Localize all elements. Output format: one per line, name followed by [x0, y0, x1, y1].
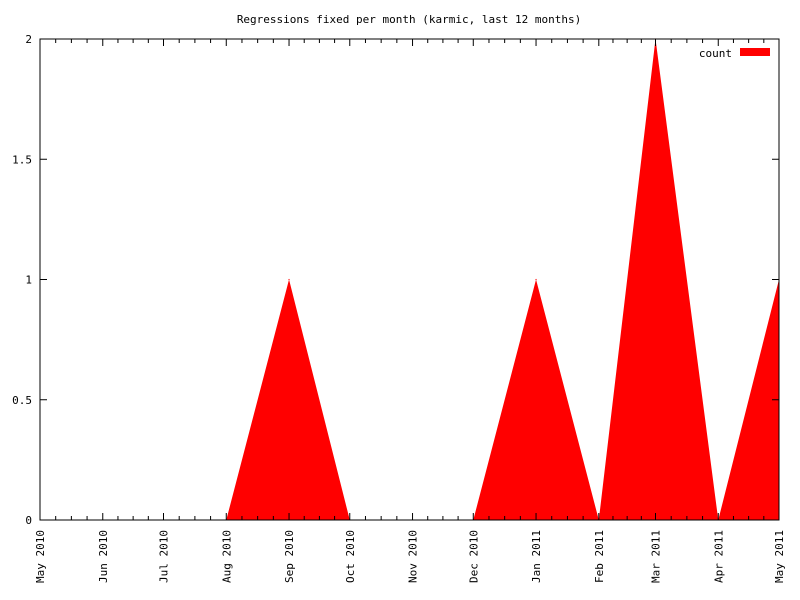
x-tick-label: Jan 2011: [530, 530, 543, 583]
x-tick-label: Jul 2010: [158, 530, 171, 583]
y-tick-label: 0: [25, 514, 32, 527]
y-tick-label: 2: [25, 33, 32, 46]
series-area-0: [40, 39, 779, 520]
x-tick-label: May 2011: [773, 530, 786, 583]
x-tick-label: Oct 2010: [344, 530, 357, 583]
x-tick-label: Jun 2010: [97, 530, 110, 583]
data-point-4: [288, 278, 290, 281]
legend-swatch: [740, 48, 770, 56]
legend: count: [699, 47, 770, 60]
x-tick-label: Feb 2011: [593, 530, 606, 583]
area-layer: [40, 38, 780, 520]
x-tick-label: Mar 2011: [649, 530, 662, 583]
x-tick-label: May 2010: [34, 530, 47, 583]
x-tick-label: Apr 2011: [712, 530, 725, 583]
y-tick-label: 1: [25, 274, 32, 287]
chart-title: Regressions fixed per month (karmic, las…: [237, 13, 581, 26]
legend-label: count: [699, 47, 732, 60]
x-tick-label: Dec 2010: [467, 530, 480, 583]
x-tick-label: Aug 2010: [220, 530, 233, 583]
y-tick-label: 0.5: [12, 394, 32, 407]
data-point-8: [535, 278, 537, 281]
label-layer: 0 0.5 1 1.5 2 May 2010 Jun 2010 Jul 2010 Aug 201…: [12, 33, 786, 583]
x-tick-label: Sep 2010: [283, 530, 296, 583]
y-tick-label: 1.5: [12, 153, 32, 166]
x-tick-label: Nov 2010: [407, 530, 420, 583]
tick-layer: [39, 38, 780, 521]
